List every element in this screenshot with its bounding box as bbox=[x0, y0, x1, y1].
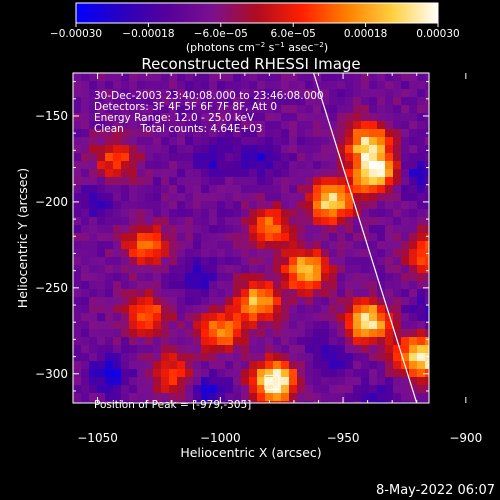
chart-title: Reconstructed RHESSI Image bbox=[141, 55, 360, 73]
y-tick-label: −300 bbox=[35, 367, 68, 381]
colorbar-tick-label: 6.0e−05 bbox=[271, 28, 316, 40]
x-axis-label: Heliocentric X (arcsec) bbox=[180, 445, 321, 460]
info-clean-counts: Clean Total counts: 4.64E+03 bbox=[94, 123, 263, 135]
info-energy-range: Energy Range: 12.0 - 25.0 keV bbox=[94, 112, 255, 124]
peak-marker bbox=[264, 374, 280, 390]
colorbar-ticks: −0.00030 −0.00018 −6.0e−05 6.0e−05 0.00018 0.… bbox=[50, 23, 460, 40]
colorbar-tick-label: −0.00030 bbox=[50, 28, 102, 40]
colorbar-tick-label: 0.00018 bbox=[344, 28, 387, 40]
axes: −1050 −1000 −950 −900 −300 −250 −200 −150 bbox=[35, 73, 482, 445]
colorbar-tick-label: −0.00018 bbox=[122, 28, 174, 40]
y-tick-label: −150 bbox=[35, 109, 68, 123]
info-detectors: Detectors: 3F 4F 5F 6F 7F 8F, Att 0 bbox=[94, 101, 277, 113]
x-tick-label: −900 bbox=[449, 431, 482, 445]
colorbar-tick-label: −6.0e−05 bbox=[194, 28, 248, 40]
x-tick-label: −950 bbox=[327, 431, 360, 445]
peak-position-label: Position of Peak = [-979,-305] bbox=[94, 399, 251, 411]
heatmap-cells bbox=[73, 73, 429, 403]
solar-limb-line bbox=[313, 73, 418, 403]
colorbar-units: (photons cm−2 s−1 asec−2) bbox=[186, 41, 328, 54]
info-block: 30-Dec-2003 23:40:08.000 to 23:46:08.000… bbox=[94, 90, 324, 135]
colorbar bbox=[75, 2, 439, 24]
plot-frame bbox=[72, 72, 430, 404]
y-tick-label: −200 bbox=[35, 195, 68, 209]
x-tick-label: −1050 bbox=[77, 431, 118, 445]
info-time-range: 30-Dec-2003 23:40:08.000 to 23:46:08.000 bbox=[94, 90, 324, 102]
y-tick-label: −250 bbox=[35, 281, 68, 295]
colorbar-tick-label: 0.00030 bbox=[416, 28, 459, 40]
timestamp: 8-May-2022 06:07 bbox=[376, 483, 495, 498]
y-axis-label: Heliocentric Y (arcsec) bbox=[15, 168, 30, 308]
x-tick-label: −1000 bbox=[200, 431, 241, 445]
